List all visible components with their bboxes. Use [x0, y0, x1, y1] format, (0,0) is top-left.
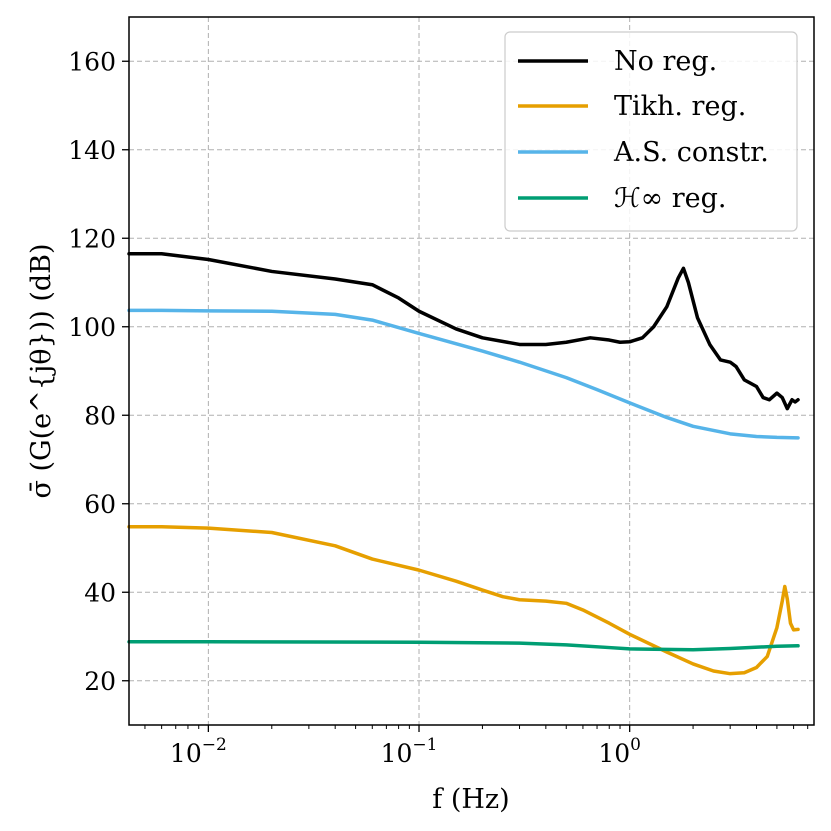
y-tick-label: 80	[84, 401, 116, 430]
series-line-3	[127, 640, 800, 652]
y-tick-label: 20	[84, 667, 116, 696]
x-tick-label: 100	[598, 735, 641, 768]
legend: No reg. Tikh. reg. A.S. constr. ℋ∞ reg.	[504, 31, 798, 232]
x-axis-label: f (Hz)	[432, 784, 509, 815]
series-line-2	[127, 308, 800, 440]
series-lines	[127, 251, 800, 676]
y-tick-label: 120	[68, 224, 116, 253]
y-axis-label: σ̄ (G(e^{jθ})) (dB)	[26, 243, 57, 498]
y-tick-label: 60	[84, 490, 116, 519]
legend-label-hinf-reg: ℋ∞ reg.	[614, 183, 727, 214]
x-tick-label: 10−1	[381, 735, 438, 768]
legend-label-as-constr: A.S. constr.	[613, 137, 769, 168]
y-tick-label: 140	[68, 136, 116, 165]
legend-label-no-reg: No reg.	[614, 46, 717, 77]
y-tick-label: 100	[68, 313, 116, 342]
legend-box	[504, 31, 798, 232]
series-line-0	[127, 251, 800, 411]
legend-label-tikh-reg: Tikh. reg.	[614, 91, 746, 122]
y-tick-label: 160	[68, 47, 116, 76]
plot-frame	[128, 16, 815, 726]
series-line-1	[127, 525, 800, 676]
x-tick-label: 10−2	[170, 735, 227, 768]
axis-ticks: 20 40 60 80 100 120 140 160 10−2 10−1 100	[68, 47, 809, 768]
y-tick-label: 40	[84, 578, 116, 607]
